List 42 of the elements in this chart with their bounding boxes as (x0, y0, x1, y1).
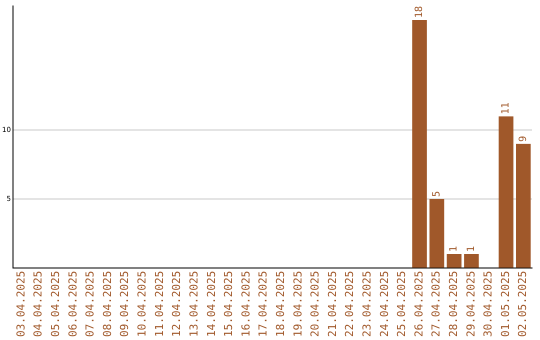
x-tick-label: 27.04.2025 (430, 270, 443, 338)
x-tick-label: 01.05.2025 (498, 270, 512, 338)
x-tick-label: 17.04.2025 (256, 270, 270, 338)
x-tick-label: 28.04.2025 (446, 270, 460, 338)
x-tick-label: 30.04.2025 (482, 270, 495, 338)
data-label: 1 (448, 246, 460, 252)
bar (429, 198, 444, 268)
x-tick-label: 05.04.2025 (49, 270, 62, 338)
x-tick-label: 14.04.2025 (204, 270, 218, 338)
data-label: 18 (414, 6, 426, 18)
data-label: 5 (431, 190, 442, 197)
x-tick-label: 24.04.2025 (378, 270, 391, 338)
bar (464, 254, 479, 268)
x-tick-label: 19.04.2025 (291, 270, 304, 338)
x-tick-label: 04.04.2025 (32, 270, 45, 338)
x-tick-label: 02.05.2025 (516, 270, 530, 338)
x-tick-label: 15.04.2025 (222, 270, 236, 338)
x-tick-label: 18.04.2025 (274, 270, 287, 338)
x-tick-label: 08.04.2025 (100, 270, 114, 338)
x-tick-label: 29.04.2025 (464, 270, 478, 338)
x-tick-label: 20.04.2025 (308, 270, 322, 338)
x-tick-label: 09.04.2025 (118, 270, 132, 338)
x-tick-label: 12.04.2025 (170, 270, 184, 338)
bar (516, 144, 531, 268)
data-label: 1 (466, 246, 478, 252)
x-tick-label: 13.04.2025 (187, 270, 200, 338)
data-label: 9 (518, 136, 529, 142)
bar (446, 254, 462, 268)
bar (412, 20, 427, 268)
x-tick-label: 16.04.2025 (239, 270, 252, 338)
x-tick-label: 23.04.2025 (360, 270, 374, 338)
x-tick-label: 21.04.2025 (326, 270, 339, 338)
data-label: 11 (500, 102, 512, 114)
x-tick-label: 07.04.2025 (84, 270, 97, 338)
x-tick-label: 11.04.2025 (152, 270, 166, 338)
x-tick-label: 26.04.2025 (412, 270, 426, 338)
x-tick-label: 03.04.2025 (14, 270, 28, 338)
x-tick-label: 25.04.2025 (395, 270, 408, 338)
x-tick-label: 06.04.2025 (66, 270, 80, 338)
x-tick-label: 10.04.2025 (136, 270, 149, 338)
bar (498, 116, 514, 268)
x-tick-label: 22.04.2025 (343, 270, 356, 338)
